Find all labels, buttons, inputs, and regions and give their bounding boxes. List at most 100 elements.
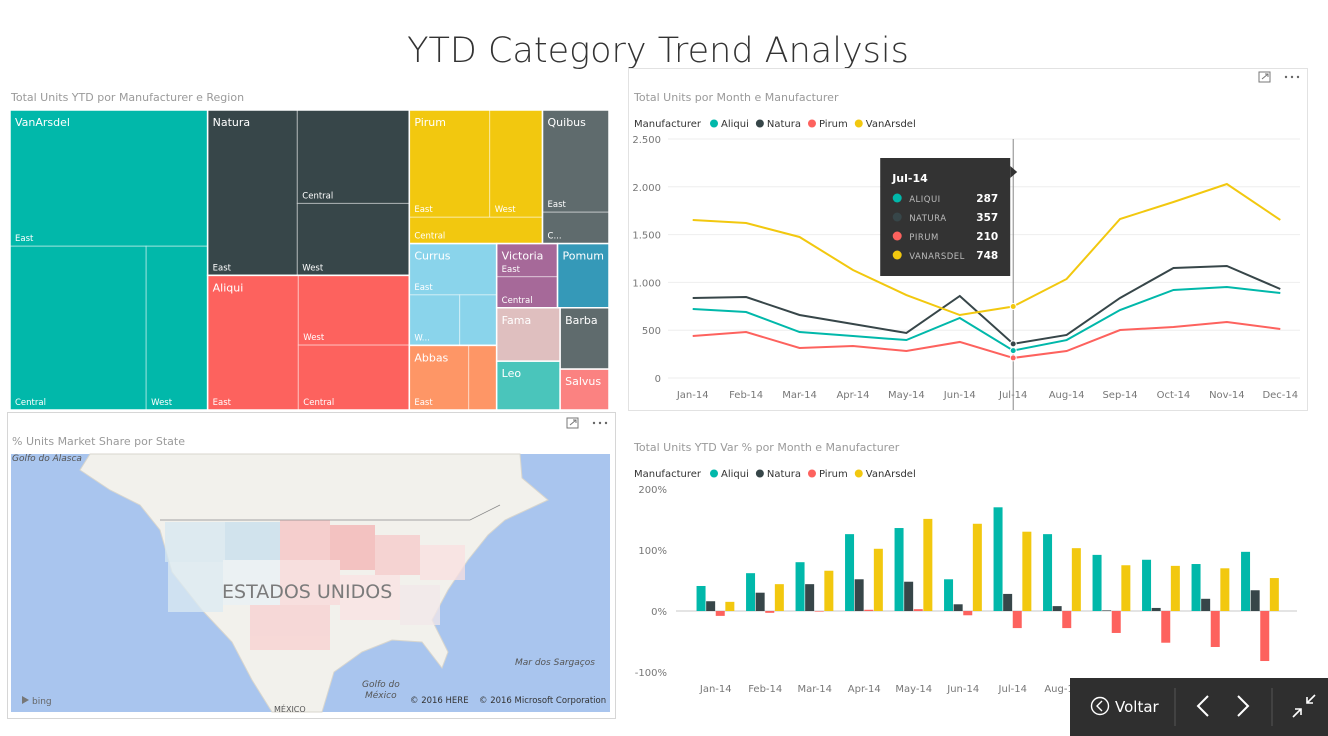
treemap-region-label: West [303,333,325,343]
y-tick-label: 2.000 [632,183,661,194]
bar [1260,611,1270,662]
next-button[interactable] [1237,695,1250,717]
bar [715,611,725,616]
x-tick-label: May-14 [888,390,925,401]
bar [824,570,834,611]
tooltip-header: Jul-14 [891,172,928,185]
y-tick-label: 100% [638,546,667,557]
treemap-region-label: Central [414,232,445,242]
bar [1012,611,1022,629]
legend-label: Pirum [819,469,848,480]
legend-swatch [807,119,816,128]
bar [765,611,775,613]
map-label: Golfo do Alasca [12,454,82,464]
map-attribution: © 2016 Microsoft Corporation [479,696,606,706]
treemap-cell [408,109,491,218]
treemap-node: East West Central Pirum [408,109,544,245]
bar [923,518,933,611]
map-states [165,520,465,650]
treemap-cell [560,307,609,370]
treemap-label: Pomum [563,250,604,263]
bar [795,562,805,611]
legend-swatch [854,119,863,128]
treemap-cell [207,109,298,276]
legend-label: Natura [767,119,801,130]
treemap-node: Fama [495,307,561,362]
bar [1210,611,1220,647]
map-label: Golfo do [362,680,400,690]
tooltip-swatch [892,250,902,260]
previous-button[interactable] [1196,695,1209,717]
map-label: México [365,690,397,701]
x-tick-label: Mar-14 [782,390,817,401]
bar [774,584,784,611]
bar [953,604,963,611]
more-options-icon[interactable] [592,421,608,425]
exit-fullscreen-button[interactable] [1292,694,1316,718]
more-options-icon[interactable] [1284,75,1300,79]
treemap-cell [489,109,544,218]
x-tick-label: Oct-14 [1157,390,1191,401]
bar [1022,531,1032,611]
legend: Manufacturer Aliqui Natura Pirum VanArsdel [634,119,916,130]
treemap-cell [9,109,209,247]
x-tick-label: Aug-14 [1049,390,1085,401]
treemap-cell [145,245,209,411]
bar [913,609,923,611]
back-button[interactable]: Voltar [1090,696,1160,717]
back-label[interactable]: Voltar [1115,698,1160,716]
hover-point [1009,340,1017,348]
treemap-region-label: East [15,234,34,244]
map-panel: % Units Market Share por State Golfo do … [7,412,616,719]
chart-title: Total Units YTD Var % por Month e Manufa… [633,441,900,454]
treemap-node: East Central West VanArsdel [9,109,209,411]
x-tick-label: Feb-14 [748,684,782,695]
bar [1121,565,1131,611]
bar [873,548,883,611]
y-tick-label: 200% [638,485,667,496]
focus-mode-icon[interactable] [1258,71,1271,83]
map-title: % Units Market Share por State [12,435,185,448]
tooltip-value: 287 [976,193,998,205]
x-tick-label: Jan-14 [676,390,709,401]
tooltip: Jul-14 Aliqui 287 Natura 357 Pirum 210 VanArsde… [880,158,1018,276]
treemap-cell [207,274,299,411]
treemap-cell [496,361,561,410]
tooltip-series-name: VanArsdel [909,252,965,262]
legend-label: Aliqui [721,119,749,130]
treemap-region-label: Central [302,191,333,201]
treemap-label: Aliqui [213,281,244,294]
x-tick-label: Aug-14 [1044,684,1080,695]
bar [1250,590,1260,611]
x-tick-label: Jul-14 [998,684,1027,695]
tooltip-swatch [892,193,902,203]
treemap-cell [542,211,610,245]
hover-point [1009,347,1017,355]
treemap-cell [468,344,498,411]
series-line [692,285,1281,352]
legend-swatch [755,469,764,478]
bar [894,528,904,611]
bar [864,609,874,611]
legend-title: Manufacturer [634,469,702,480]
focus-mode-icon[interactable] [566,417,579,429]
legend-swatch [710,119,718,128]
treemap-label: Currus [414,250,450,263]
treemap-region-label: Central [303,398,334,408]
legend-title: Manufacturer [634,119,702,130]
treemap-node: East W... Currus [408,242,498,347]
treemap-label: Victoria [502,250,544,263]
treemap-cell [408,216,544,245]
bar [854,579,864,611]
map-label: MÉXICO [274,703,306,714]
tooltip-series-name: Aliqui [909,195,940,205]
treemap-region-label: West [151,398,173,408]
legend: Manufacturer Aliqui Natura Pirum VanArsdel [634,469,916,480]
x-tick-label: Jan-14 [699,684,732,695]
bar [1161,611,1171,643]
charts: Total Units YTD por Manufacturer e Regio… [9,91,1300,695]
map-border [160,504,501,521]
bar [1092,554,1102,611]
